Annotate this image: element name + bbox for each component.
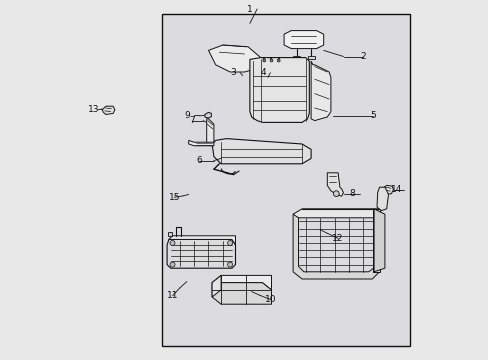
- FancyBboxPatch shape: [162, 14, 409, 346]
- Text: 12: 12: [332, 234, 343, 243]
- Polygon shape: [373, 209, 384, 272]
- Circle shape: [269, 59, 272, 62]
- Polygon shape: [167, 239, 235, 268]
- Text: 6: 6: [196, 156, 202, 165]
- Text: 8: 8: [349, 189, 355, 198]
- Text: 10: 10: [264, 295, 276, 304]
- Text: 2: 2: [360, 52, 366, 61]
- Circle shape: [227, 240, 232, 246]
- Text: 15: 15: [168, 193, 180, 202]
- Text: 4: 4: [260, 68, 265, 77]
- Circle shape: [333, 191, 339, 197]
- Polygon shape: [212, 275, 271, 290]
- Polygon shape: [376, 187, 387, 211]
- Text: 7: 7: [189, 116, 195, 125]
- Polygon shape: [284, 31, 323, 49]
- Text: 5: 5: [370, 111, 375, 120]
- Circle shape: [170, 262, 175, 267]
- Text: 3: 3: [230, 68, 235, 77]
- Polygon shape: [212, 139, 310, 164]
- Polygon shape: [292, 214, 379, 279]
- Polygon shape: [307, 56, 314, 59]
- Circle shape: [263, 59, 265, 62]
- Polygon shape: [373, 209, 379, 272]
- Polygon shape: [102, 106, 115, 114]
- Text: 14: 14: [390, 185, 401, 194]
- Polygon shape: [292, 56, 300, 59]
- Polygon shape: [292, 209, 379, 218]
- Polygon shape: [206, 119, 213, 146]
- Polygon shape: [168, 236, 235, 245]
- Polygon shape: [188, 140, 213, 146]
- Polygon shape: [204, 112, 211, 118]
- Polygon shape: [382, 185, 393, 194]
- Polygon shape: [212, 275, 221, 297]
- Polygon shape: [249, 58, 309, 122]
- Circle shape: [227, 262, 232, 267]
- Text: 11: 11: [166, 292, 178, 300]
- Circle shape: [170, 240, 175, 246]
- Polygon shape: [326, 173, 343, 196]
- Text: 9: 9: [183, 111, 189, 120]
- Polygon shape: [310, 61, 330, 121]
- Circle shape: [277, 59, 280, 62]
- Text: 13: 13: [88, 104, 100, 114]
- Polygon shape: [212, 283, 271, 304]
- Polygon shape: [208, 45, 260, 72]
- Text: 1: 1: [246, 4, 252, 13]
- Polygon shape: [168, 232, 172, 236]
